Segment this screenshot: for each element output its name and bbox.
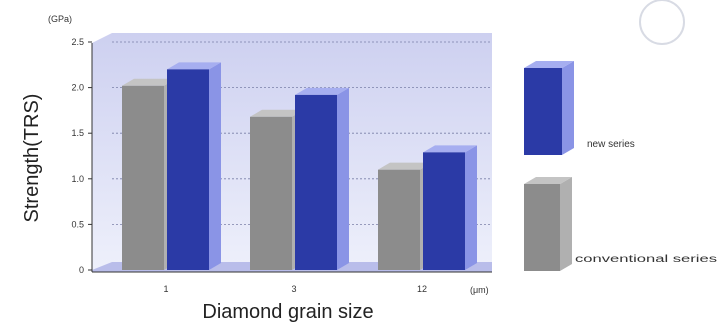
legend-conventional-series-label: conventional series bbox=[575, 254, 717, 265]
legend-new-series-label: new series bbox=[587, 139, 635, 150]
legend-new-series-side bbox=[562, 61, 574, 155]
bar-new-1 bbox=[167, 69, 209, 270]
x-tick-label: 1 bbox=[163, 284, 168, 294]
bar-new-1-top bbox=[167, 62, 221, 70]
bar-conventional-3-top bbox=[250, 109, 304, 117]
x-tick-label: 12 bbox=[417, 284, 427, 294]
legend-new-series-swatch bbox=[524, 68, 562, 155]
legend-conventional-series-swatch bbox=[524, 184, 560, 271]
bar-new-1-side bbox=[209, 62, 221, 270]
bar-new-12 bbox=[423, 152, 465, 270]
bar-conventional-12-top bbox=[378, 162, 432, 170]
x-axis-title: Diamond grain size bbox=[202, 301, 373, 323]
bar-new-3-side bbox=[337, 87, 349, 271]
y-axis-title: Strength(TRS) bbox=[21, 94, 43, 223]
legend-conventional-series-side bbox=[560, 177, 572, 271]
legend-new-series-top bbox=[524, 61, 574, 68]
bar-conventional-1-top bbox=[122, 78, 176, 86]
bar-conventional-12 bbox=[378, 169, 420, 270]
y-tick-label: 1.5 bbox=[71, 128, 84, 138]
bar-new-12-top bbox=[423, 145, 477, 153]
legend-conventional-series-top bbox=[524, 177, 572, 184]
x-unit-label: (μm) bbox=[470, 285, 489, 295]
bar-new-12-side bbox=[465, 145, 477, 270]
decorative-ring bbox=[639, 0, 685, 45]
bar-conventional-1 bbox=[122, 85, 164, 270]
bar-new-3 bbox=[295, 94, 337, 270]
y-tick-label: 1.0 bbox=[71, 174, 84, 184]
y-unit-label: (GPa) bbox=[48, 14, 72, 24]
bar-new-3-top bbox=[295, 87, 349, 95]
legend: new series conventional series bbox=[524, 61, 717, 271]
x-tick-label: 3 bbox=[291, 284, 296, 294]
y-tick-label: 0.5 bbox=[71, 219, 84, 229]
bar-conventional-3 bbox=[250, 116, 292, 270]
y-tick-label: 0 bbox=[79, 265, 84, 275]
y-tick-label: 2.5 bbox=[71, 37, 84, 47]
y-tick-label: 2.0 bbox=[71, 83, 84, 93]
